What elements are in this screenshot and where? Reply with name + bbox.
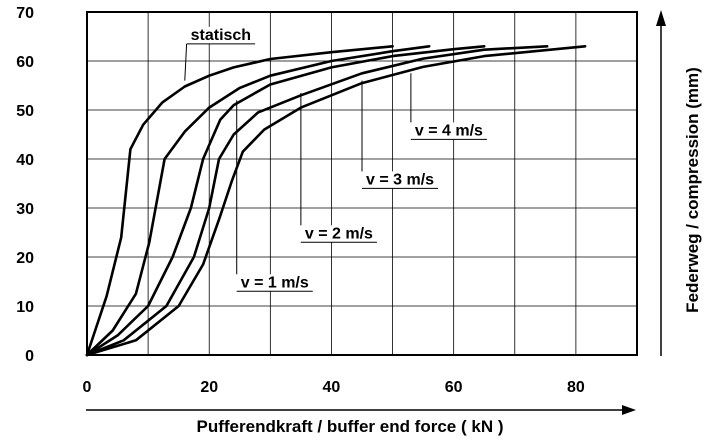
x-tick-label: 40 — [323, 379, 341, 396]
x-axis-arrowhead — [622, 405, 636, 415]
series-line-0 — [85, 45, 394, 357]
series-group — [85, 45, 587, 357]
label-leader — [184, 43, 188, 81]
plot-frame — [86, 11, 638, 356]
y-tick-label: 70 — [16, 5, 34, 22]
curve-label: v = 2 m/s — [305, 225, 373, 242]
y-tick-label: 20 — [16, 250, 34, 267]
curve-label: v = 1 m/s — [241, 274, 309, 291]
x-tick-label: 0 — [83, 379, 92, 396]
series-line-3 — [85, 45, 549, 357]
y-tick-label: 30 — [16, 201, 34, 218]
series-line-4 — [85, 45, 587, 357]
curve-label: statisch — [191, 27, 251, 44]
x-tick-label: 20 — [200, 379, 218, 396]
y-tick-label: 60 — [16, 54, 34, 71]
y-axis-arrowhead — [656, 10, 666, 26]
y-tick-label: 0 — [25, 348, 34, 365]
x-axis-title: Pufferendkraft / buffer end force ( kN ) — [197, 417, 504, 436]
label-background — [233, 274, 312, 292]
tick-labels: 0 20 40 60 80 0 10 20 30 40 50 60 70 — [16, 5, 585, 396]
label-background — [183, 26, 255, 44]
label-background — [407, 122, 486, 140]
series-line-2 — [85, 45, 486, 357]
curve-labels: statisch v = 1 m/s v = 2 m/s v = 3 m/s v = 4… — [183, 26, 487, 292]
label-background — [297, 225, 376, 243]
x-tick-label: 60 — [445, 379, 463, 396]
curve-label: v = 3 m/s — [366, 171, 434, 188]
y-tick-label: 10 — [16, 299, 34, 316]
x-tick-label: 80 — [567, 379, 585, 396]
y-axis-title: Federweg / compression (mm) — [683, 67, 702, 313]
label-background — [359, 171, 438, 189]
curve-label: v = 4 m/s — [415, 122, 483, 139]
series-line-1 — [85, 45, 431, 357]
y-tick-label: 50 — [16, 103, 34, 120]
y-tick-label: 40 — [16, 152, 34, 169]
